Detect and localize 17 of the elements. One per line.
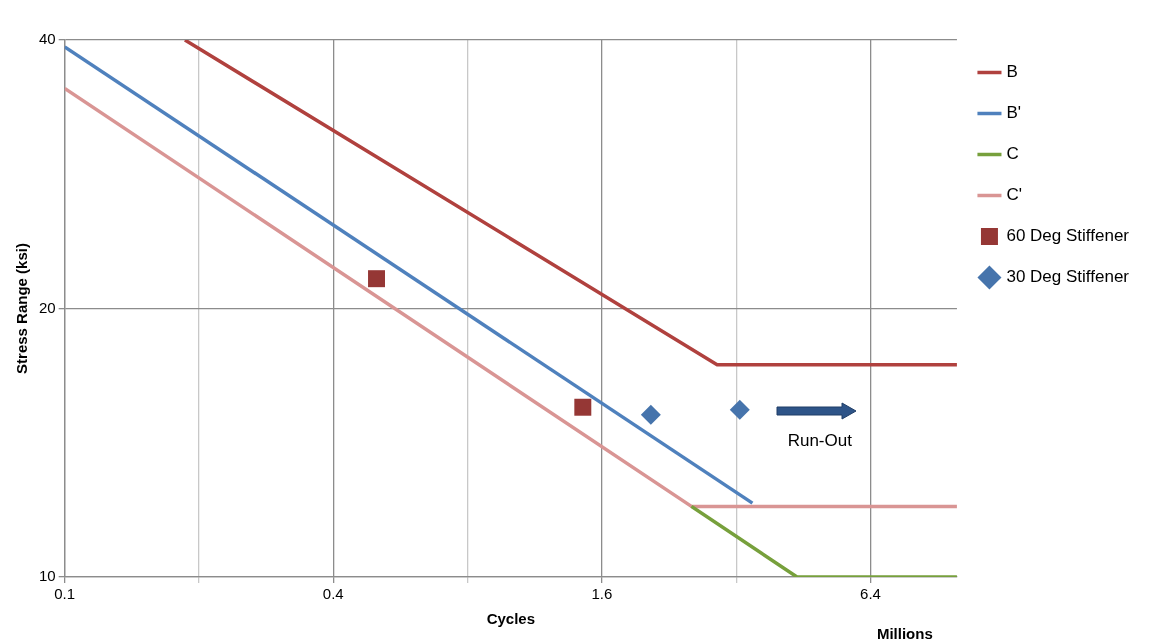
x-tick-label: 0.4 bbox=[322, 585, 344, 603]
x-tick-label: 1.6 bbox=[591, 585, 613, 603]
legend-label: 30 Deg Stiffener bbox=[1006, 267, 1130, 287]
legend-label: B bbox=[1006, 62, 1018, 82]
annotation: Run-Out bbox=[787, 431, 853, 451]
text: Millions bbox=[876, 625, 933, 641]
y-tick-label: 20 bbox=[39, 298, 56, 316]
legend-label: 60 Deg Stiffener bbox=[1006, 226, 1130, 246]
x-tick-label: 0.1 bbox=[54, 585, 76, 603]
y-tick-label: 10 bbox=[39, 567, 56, 585]
y-axis-title: Stress Range (ksi) bbox=[13, 243, 31, 374]
x-tick-label: 6.4 bbox=[860, 585, 881, 603]
y-tick-label: 40 bbox=[39, 30, 56, 48]
legend-label: C bbox=[1006, 144, 1019, 164]
legend-label: B' bbox=[1006, 103, 1022, 123]
x-axis-title: Cycles bbox=[486, 610, 536, 628]
legend-label: C' bbox=[1006, 185, 1022, 205]
